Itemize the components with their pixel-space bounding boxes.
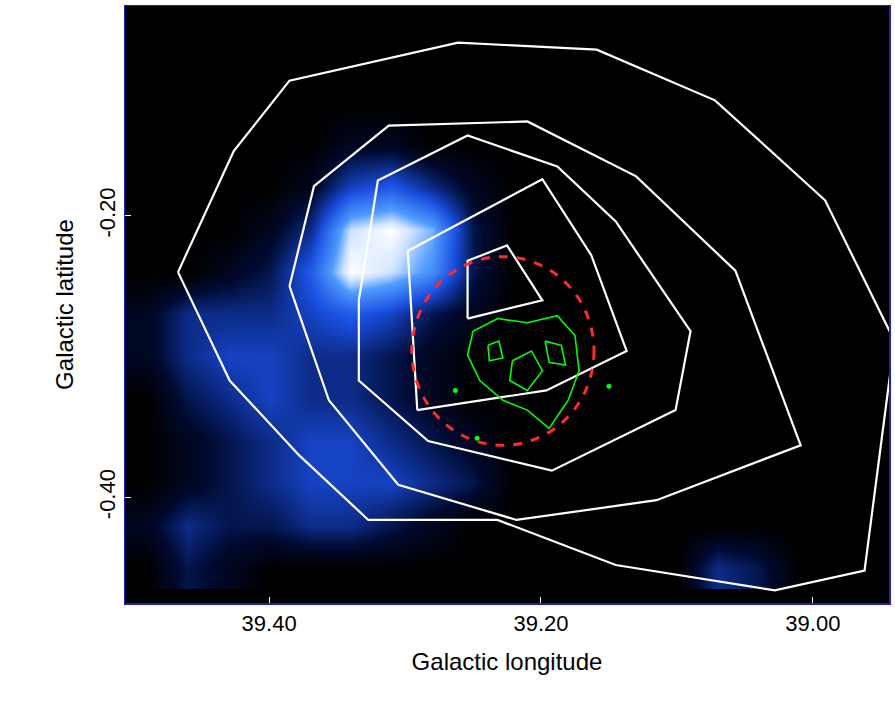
svg-text:-0.40: -0.40 (95, 469, 120, 519)
svg-text:39.00: 39.00 (785, 611, 840, 636)
svg-text:39.20: 39.20 (513, 611, 568, 636)
svg-text:-0.20: -0.20 (95, 187, 120, 237)
svg-text:39.40: 39.40 (242, 611, 297, 636)
svg-text:Galactic latitude: Galactic latitude (51, 219, 78, 390)
svg-text:Galactic longitude: Galactic longitude (412, 648, 603, 675)
